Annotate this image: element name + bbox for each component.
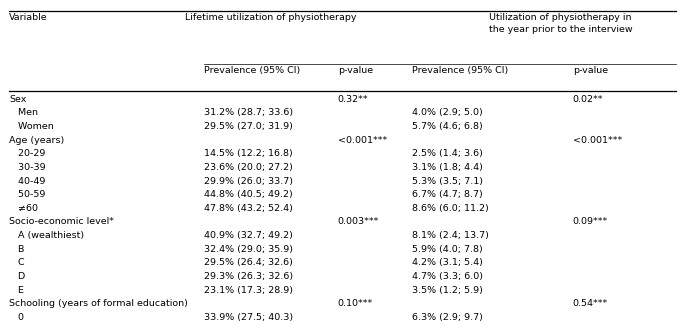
Text: C: C: [9, 258, 25, 267]
Text: Prevalence (95% CI): Prevalence (95% CI): [204, 66, 301, 75]
Text: 6.7% (4.7; 8.7): 6.7% (4.7; 8.7): [412, 190, 483, 199]
Text: Age (years): Age (years): [9, 136, 64, 145]
Text: 0.10***: 0.10***: [338, 299, 373, 308]
Text: 4.7% (3.3; 6.0): 4.7% (3.3; 6.0): [412, 272, 484, 281]
Text: 40.9% (32.7; 49.2): 40.9% (32.7; 49.2): [204, 231, 293, 240]
Text: A (wealthiest): A (wealthiest): [9, 231, 84, 240]
Text: 8.6% (6.0; 11.2): 8.6% (6.0; 11.2): [412, 204, 489, 213]
Text: 0: 0: [9, 313, 24, 321]
Text: Women: Women: [9, 122, 53, 131]
Text: 33.9% (27.5; 40.3): 33.9% (27.5; 40.3): [204, 313, 293, 321]
Text: 2.5% (1.4; 3.6): 2.5% (1.4; 3.6): [412, 149, 483, 158]
Text: 30-39: 30-39: [9, 163, 45, 172]
Text: 4.2% (3.1; 5.4): 4.2% (3.1; 5.4): [412, 258, 483, 267]
Text: 3.1% (1.8; 4.4): 3.1% (1.8; 4.4): [412, 163, 483, 172]
Text: 40-49: 40-49: [9, 177, 45, 186]
Text: 29.5% (27.0; 31.9): 29.5% (27.0; 31.9): [204, 122, 293, 131]
Text: 50-59: 50-59: [9, 190, 45, 199]
Text: 29.3% (26.3; 32.6): 29.3% (26.3; 32.6): [204, 272, 293, 281]
Text: D: D: [9, 272, 25, 281]
Text: 20-29: 20-29: [9, 149, 45, 158]
Text: 23.1% (17.3; 28.9): 23.1% (17.3; 28.9): [204, 286, 293, 295]
Text: 6.3% (2.9; 9.7): 6.3% (2.9; 9.7): [412, 313, 483, 321]
Text: 5.9% (4.0; 7.8): 5.9% (4.0; 7.8): [412, 245, 483, 254]
Text: 0.003***: 0.003***: [338, 218, 379, 227]
Text: p-value: p-value: [573, 66, 608, 75]
Text: 5.7% (4.6; 6.8): 5.7% (4.6; 6.8): [412, 122, 483, 131]
Text: Lifetime utilization of physiotherapy: Lifetime utilization of physiotherapy: [185, 13, 356, 22]
Text: Variable: Variable: [9, 13, 47, 22]
Text: 0.32**: 0.32**: [338, 95, 369, 104]
Text: Men: Men: [9, 108, 38, 117]
Text: Schooling (years of formal education): Schooling (years of formal education): [9, 299, 188, 308]
Text: 23.6% (20.0; 27.2): 23.6% (20.0; 27.2): [204, 163, 293, 172]
Text: Sex: Sex: [9, 95, 26, 104]
Text: p-value: p-value: [338, 66, 373, 75]
Text: 0.09***: 0.09***: [573, 218, 608, 227]
Text: Prevalence (95% CI): Prevalence (95% CI): [412, 66, 509, 75]
Text: ≠60: ≠60: [9, 204, 38, 213]
Text: 0.02**: 0.02**: [573, 95, 603, 104]
Text: Utilization of physiotherapy in
the year prior to the interview: Utilization of physiotherapy in the year…: [488, 13, 632, 34]
Text: 32.4% (29.0; 35.9): 32.4% (29.0; 35.9): [204, 245, 293, 254]
Text: 5.3% (3.5; 7.1): 5.3% (3.5; 7.1): [412, 177, 484, 186]
Text: 44.8% (40.5; 49.2): 44.8% (40.5; 49.2): [204, 190, 293, 199]
Text: 3.5% (1.2; 5.9): 3.5% (1.2; 5.9): [412, 286, 483, 295]
Text: 4.0% (2.9; 5.0): 4.0% (2.9; 5.0): [412, 108, 483, 117]
Text: 0.54***: 0.54***: [573, 299, 608, 308]
Text: 29.5% (26.4; 32.6): 29.5% (26.4; 32.6): [204, 258, 293, 267]
Text: 14.5% (12.2; 16.8): 14.5% (12.2; 16.8): [204, 149, 293, 158]
Text: 47.8% (43.2; 52.4): 47.8% (43.2; 52.4): [204, 204, 293, 213]
Text: 29.9% (26.0; 33.7): 29.9% (26.0; 33.7): [204, 177, 293, 186]
Text: B: B: [9, 245, 24, 254]
Text: 31.2% (28.7; 33.6): 31.2% (28.7; 33.6): [204, 108, 293, 117]
Text: <0.001***: <0.001***: [573, 136, 622, 145]
Text: Socio-economic level*: Socio-economic level*: [9, 218, 114, 227]
Text: <0.001***: <0.001***: [338, 136, 387, 145]
Text: 8.1% (2.4; 13.7): 8.1% (2.4; 13.7): [412, 231, 489, 240]
Text: E: E: [9, 286, 24, 295]
